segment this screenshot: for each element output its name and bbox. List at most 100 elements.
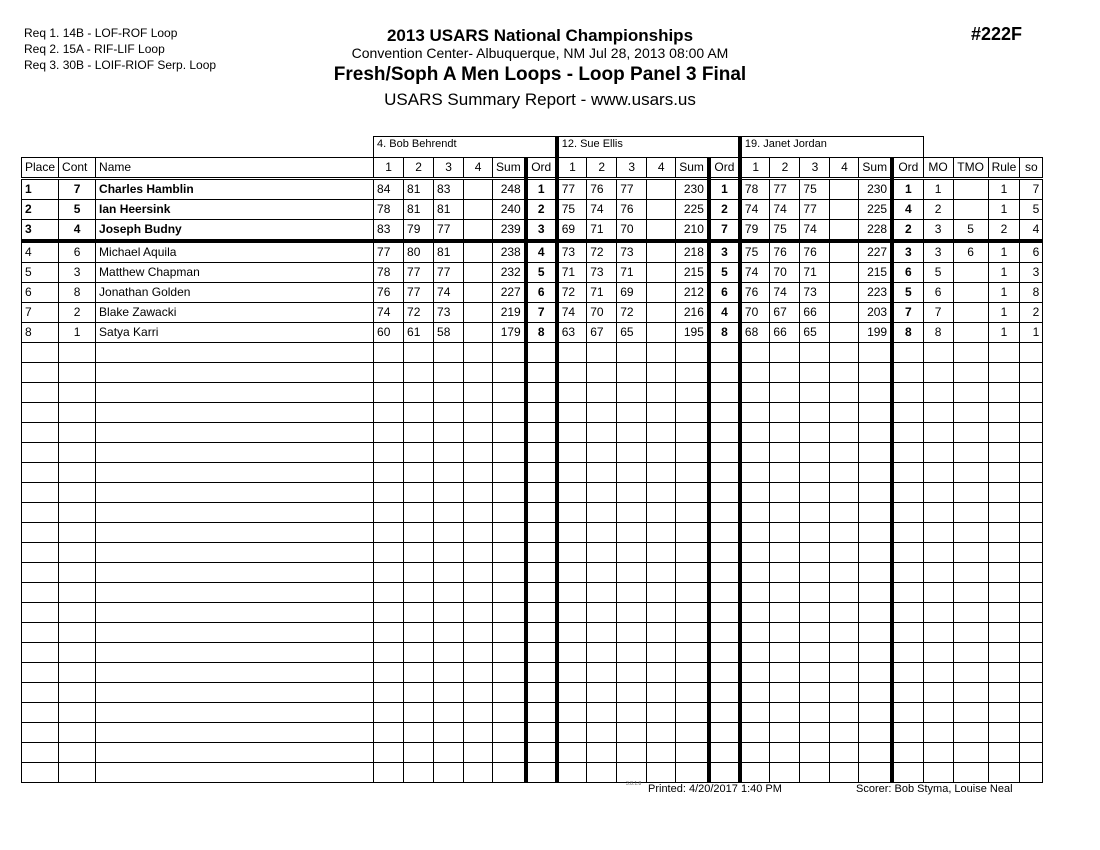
score-cell: 81 <box>403 199 435 220</box>
place-cell: 4 <box>20 240 60 263</box>
place-cell <box>20 382 60 403</box>
score-cell <box>403 462 435 483</box>
column-header-judge-score: 2 <box>769 157 801 180</box>
score-cell <box>769 742 801 763</box>
column-header-judge-score: Sum <box>858 157 893 180</box>
score-cell <box>403 662 435 683</box>
ordinal-cell <box>890 422 924 443</box>
place-cell: 3 <box>20 219 60 243</box>
score-cell <box>829 742 860 763</box>
skater-name-cell <box>95 602 375 623</box>
sum-cell <box>492 742 527 763</box>
score-cell <box>646 482 677 503</box>
contestant-number-cell <box>58 722 97 743</box>
score-cell <box>463 322 494 343</box>
place-cell <box>20 342 60 363</box>
place-cell <box>20 602 60 623</box>
score-cell <box>463 462 494 483</box>
score-cell <box>586 402 618 423</box>
empty-row <box>20 722 1044 743</box>
ordinal-cell <box>523 522 558 543</box>
column-header-judge-score: 1 <box>373 157 405 180</box>
place-cell <box>20 462 60 483</box>
empty-row <box>20 462 1044 483</box>
rule-cell <box>987 702 1021 723</box>
contestant-number-cell <box>58 402 97 423</box>
column-header-judge-score: Sum <box>492 157 527 180</box>
ordinal-cell <box>706 482 741 503</box>
score-cell <box>646 622 677 643</box>
ordinal-cell <box>706 742 741 763</box>
score-cell <box>403 602 435 623</box>
ordinal-cell <box>706 442 741 463</box>
so-cell: 2 <box>1019 302 1044 323</box>
score-cell <box>799 502 831 523</box>
tmo-cell <box>952 642 989 663</box>
score-cell <box>586 662 618 683</box>
score-cell <box>554 742 588 763</box>
contestant-number-cell <box>58 442 97 463</box>
score-cell <box>646 382 677 403</box>
score-cell: 72 <box>554 282 588 303</box>
score-cell <box>737 642 771 663</box>
score-cell <box>554 462 588 483</box>
mo-cell <box>922 562 954 583</box>
score-cell <box>646 322 677 343</box>
tmo-cell <box>952 682 989 703</box>
tmo-cell <box>952 522 989 543</box>
ordinal-cell <box>890 722 924 743</box>
score-cell <box>373 502 405 523</box>
version-number: 3.8.1.8 <box>626 781 642 787</box>
score-cell: 81 <box>433 240 465 263</box>
score-cell <box>646 642 677 663</box>
score-cell <box>616 422 648 443</box>
score-cell <box>463 722 494 743</box>
score-cell <box>433 662 465 683</box>
column-header-judge-score: Ord <box>523 157 558 180</box>
score-cell <box>433 542 465 563</box>
score-cell <box>586 382 618 403</box>
mo-cell <box>922 662 954 683</box>
contestant-number-cell: 1 <box>58 322 97 343</box>
ordinal-cell: 8 <box>706 322 741 343</box>
mo-cell: 3 <box>922 240 954 263</box>
contestant-number-cell <box>58 742 97 763</box>
so-cell <box>1019 362 1044 383</box>
ordinal-cell <box>890 682 924 703</box>
score-cell <box>373 582 405 603</box>
score-cell <box>769 622 801 643</box>
sum-cell: 240 <box>492 199 527 220</box>
rule-cell <box>987 562 1021 583</box>
requirements-list: Req 1. 14B - LOF-ROF Loop Req 2. 15A - R… <box>24 25 216 73</box>
score-cell <box>829 422 860 443</box>
score-cell <box>463 662 494 683</box>
score-cell <box>373 342 405 363</box>
sum-cell: 227 <box>492 282 527 303</box>
score-cell <box>737 742 771 763</box>
score-cell <box>769 342 801 363</box>
score-cell: 66 <box>799 302 831 323</box>
contestant-number-cell: 2 <box>58 302 97 323</box>
column-header-rule: Rule <box>987 157 1021 180</box>
score-cell <box>829 522 860 543</box>
column-header-cont: Cont <box>58 157 97 180</box>
score-cell <box>373 542 405 563</box>
skater-name-cell <box>95 682 375 703</box>
ordinal-cell <box>890 482 924 503</box>
ordinal-cell <box>890 642 924 663</box>
score-cell <box>799 682 831 703</box>
so-cell <box>1019 422 1044 443</box>
rule-cell <box>987 762 1021 783</box>
ordinal-cell: 6 <box>706 282 741 303</box>
tmo-cell <box>952 702 989 723</box>
score-cell <box>586 562 618 583</box>
empty-row <box>20 502 1044 523</box>
skater-name-cell <box>95 522 375 543</box>
score-cell: 72 <box>616 302 648 323</box>
score-cell: 71 <box>586 219 618 243</box>
sum-cell <box>858 582 893 603</box>
sum-cell: 227 <box>858 240 893 263</box>
score-cell <box>373 602 405 623</box>
score-cell <box>433 682 465 703</box>
score-cell <box>646 199 677 220</box>
